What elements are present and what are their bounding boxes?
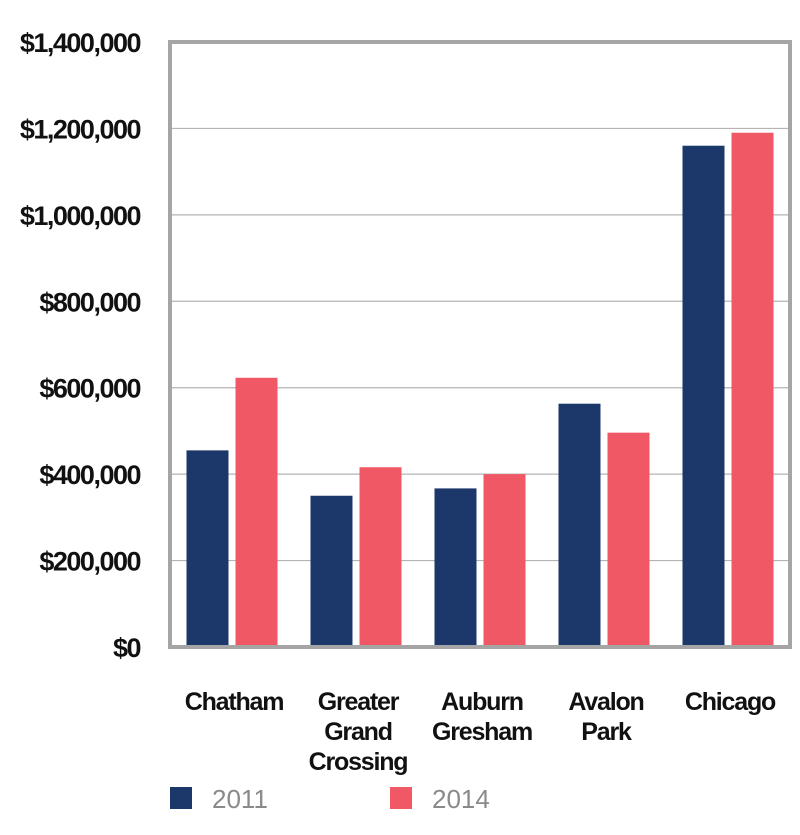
y-tick-label: $400,000 [39,460,140,490]
bar-2011 [186,450,229,647]
bar-2014 [359,467,402,647]
bars [186,132,774,647]
bar-2011 [682,145,725,647]
y-tick-label: $0 [113,633,141,663]
bar-2011 [310,495,353,647]
x-category-label-line: Park [581,718,632,746]
bar-2014 [235,377,278,647]
bar-2014 [607,432,650,647]
x-category-label-line: Greater [318,688,400,716]
x-category-label-line: Auburn [441,688,523,716]
bar-2011 [434,488,477,647]
bar-2014 [731,132,774,647]
y-tick-label: $200,000 [39,547,140,577]
y-tick-label: $800,000 [39,287,140,317]
x-category-label-line: Grand [324,718,392,746]
x-category-label: Chicago [685,688,776,716]
x-category-label-line: Crossing [309,748,408,776]
y-tick-label: $1,400,000 [20,28,141,58]
legend-swatch-2014 [390,787,412,809]
legend-swatch-2011 [170,787,192,809]
bar-2011 [558,403,601,647]
x-category-label-line: Chatham [185,688,284,716]
plot-frame [168,40,792,649]
y-axis-tick-labels: $0 $200,000 $400,000 $600,000 $800,000 $1,000… [20,28,142,663]
legend-label-2014: 2014 [432,784,490,814]
x-category-label-line: Chicago [685,688,776,716]
bar-2014 [483,474,526,647]
y-tick-label: $1,200,000 [20,114,141,144]
x-category-label-line: Gresham [432,718,532,746]
x-category-label: Avalon Park [568,688,643,746]
y-tick-label: $600,000 [39,374,140,404]
x-category-label: Chatham [185,688,284,716]
y-tick-label: $1,000,000 [20,201,141,231]
legend-label-2011: 2011 [212,784,268,814]
legend: 2011 2014 [170,784,490,814]
x-category-label-line: Avalon [568,688,643,716]
x-category-label: Auburn Gresham [432,688,532,746]
x-category-label: Greater Grand Crossing [309,688,408,776]
x-axis-category-labels: Chatham Greater Grand Crossing Auburn Gresham… [185,688,778,776]
